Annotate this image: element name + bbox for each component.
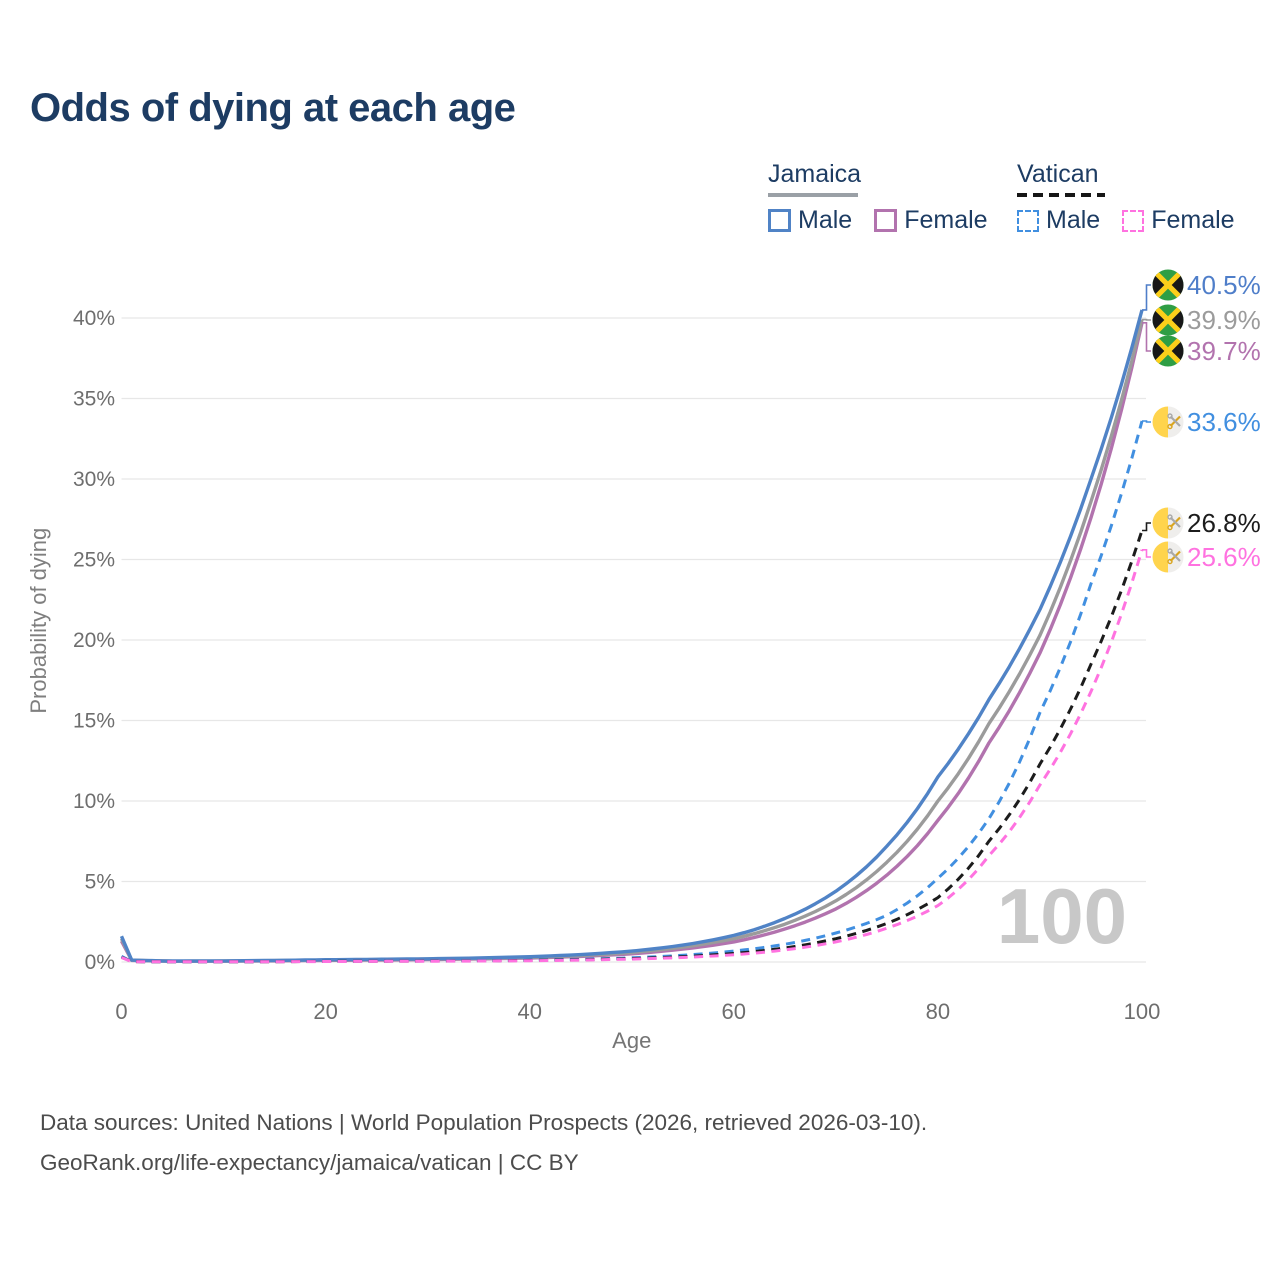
legend-item-vatican-male[interactable]: Male	[1017, 206, 1100, 235]
y-tick-label: 40%	[73, 307, 115, 330]
y-tick-label: 20%	[73, 629, 115, 652]
end-label-connector	[1142, 549, 1151, 558]
flag-icon-jamaica	[1152, 269, 1184, 301]
flag-icon-vatican	[1152, 541, 1184, 573]
flag-gold-half	[1152, 406, 1168, 438]
y-tick-label: 30%	[73, 468, 115, 491]
legend-group-jamaica-title: Jamaica	[768, 160, 862, 188]
series-layer	[119, 309, 1144, 964]
y-tick-label: 15%	[73, 710, 115, 733]
vatican-female-swatch-icon	[1122, 209, 1145, 232]
legend-group-vatican-title: Vatican	[1017, 160, 1099, 188]
flag-icon-jamaica	[1152, 335, 1184, 367]
flag-icon-vatican	[1152, 406, 1184, 438]
end-label-connector	[1142, 522, 1151, 532]
end-label-value: 26.8%	[1187, 508, 1261, 538]
x-tick-label: 0	[115, 999, 127, 1024]
flag-key-bow	[1167, 558, 1173, 565]
end-label-connector	[1142, 322, 1151, 352]
series-line-vatican-male	[120, 420, 1144, 964]
flag-key-bow	[1167, 423, 1173, 430]
legend-item-label: Female	[1151, 206, 1235, 234]
x-tick-label: 40	[517, 999, 541, 1024]
flag-key-silver	[1169, 550, 1181, 562]
legend-item-label: Female	[904, 206, 988, 234]
end-label-value: 40.5%	[1187, 270, 1261, 300]
jamaica-female-swatch-icon	[874, 209, 898, 232]
series-line-jamaica-male	[119, 309, 1144, 963]
flag-key-silver	[1169, 415, 1181, 427]
end-label-value: 25.6%	[1187, 542, 1261, 572]
y-tick-label: 0%	[85, 951, 115, 974]
x-axis-title: Age	[612, 1028, 651, 1053]
y-tick-label: 10%	[73, 790, 115, 813]
jamaica-male-swatch-icon	[768, 209, 791, 232]
footer-data-sources: Data sources: United Nations | World Pop…	[40, 1110, 928, 1135]
x-tick-label: 20	[313, 999, 337, 1024]
legend-group-vatican: Vatican Male Female	[1017, 160, 1235, 235]
legend-item-jamaica-male[interactable]: Male	[768, 206, 852, 235]
flag-key-bow	[1167, 548, 1173, 554]
legend-item-vatican-female[interactable]: Female	[1122, 206, 1235, 235]
legend-group-jamaica: Jamaica Male Female	[768, 160, 988, 235]
end-label-connector	[1142, 420, 1151, 423]
series-line-vatican-female	[120, 549, 1144, 964]
flag-icon-vatican	[1152, 507, 1184, 539]
y-tick-label: 25%	[73, 549, 115, 572]
flag-key-bow	[1167, 413, 1173, 419]
end-label-connector	[1142, 284, 1151, 311]
y-tick-label: 35%	[73, 388, 115, 411]
flag-icon-jamaica	[1152, 304, 1184, 336]
footer: Data sources: United Nations | World Pop…	[40, 1103, 927, 1183]
flag-key-bow	[1167, 524, 1173, 531]
flag-key-bow	[1167, 514, 1173, 520]
age-watermark: 100	[997, 872, 1127, 960]
x-tick-label: 100	[1124, 999, 1161, 1024]
legend-item-label: Male	[798, 206, 853, 234]
footer-attribution: GeoRank.org/life-expectancy/jamaica/vati…	[40, 1150, 579, 1175]
end-label-layer: 40.5% 39.9%39.7% 33.6% 26.8% 25.6%	[1142, 269, 1261, 573]
legend-vatican-underline-dashed	[1017, 193, 1105, 197]
page-title: Odds of dying at each age	[30, 86, 516, 130]
series-line-jamaica-female	[119, 322, 1144, 963]
axis-layer: 0% 5% 10% 15% 20% 25% 30% 35% 40% 0 20 40 60 80 100 Age…	[26, 307, 1160, 1053]
flag-gold-half	[1152, 541, 1168, 573]
end-label-value: 33.6%	[1187, 407, 1261, 437]
vatican-male-swatch-icon	[1017, 209, 1039, 232]
watermark-layer: 100	[997, 872, 1127, 960]
flag-gold-half	[1152, 507, 1168, 539]
legend-jamaica-underline-solid	[768, 193, 858, 197]
legend-item-label: Male	[1046, 206, 1101, 234]
legend-item-jamaica-female[interactable]: Female	[874, 206, 988, 235]
x-tick-label: 60	[722, 999, 746, 1024]
end-label-value: 39.7%	[1187, 336, 1261, 366]
grid-layer	[121, 317, 1146, 963]
flag-key-silver	[1169, 516, 1181, 528]
x-tick-label: 80	[926, 999, 950, 1024]
y-axis-title: Probability of dying	[26, 528, 51, 714]
end-label-value: 39.9%	[1187, 305, 1261, 335]
y-tick-label: 5%	[85, 871, 115, 894]
